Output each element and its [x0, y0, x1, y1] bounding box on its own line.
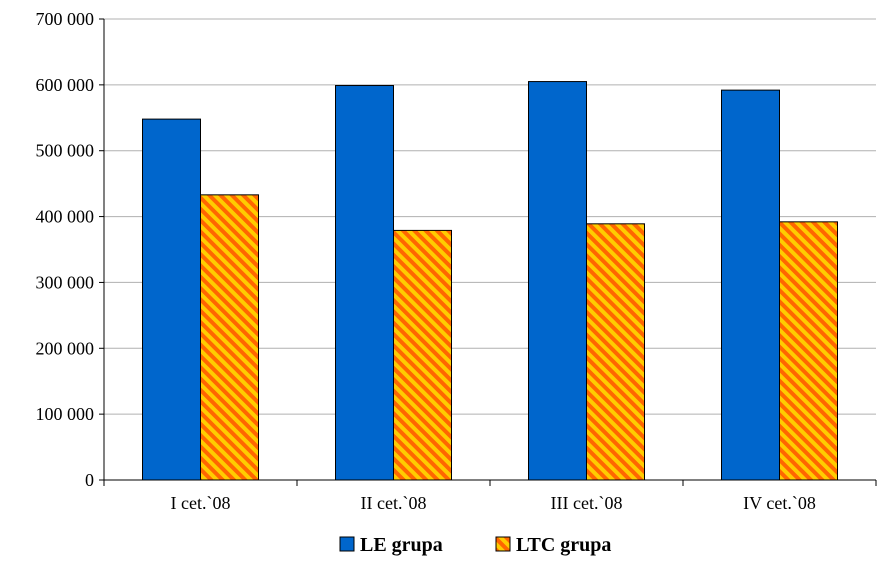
bar-ltc-grupa: [393, 229, 452, 481]
legend-label-le-grupa: LE grupa: [360, 534, 443, 556]
y-tick-label: 300 000: [36, 272, 95, 292]
y-tick-label: 400 000: [36, 207, 95, 227]
y-tick-label: 100 000: [36, 404, 95, 424]
bar-ltc-grupa: [586, 223, 645, 481]
bar-le-grupa: [335, 85, 394, 481]
legend-swatch-le-grupa: [339, 536, 355, 552]
bar-ltc-grupa: [779, 221, 838, 481]
legend: LE grupa LTC grupa: [339, 534, 611, 556]
x-tick-label: III cet.`08: [551, 493, 623, 513]
y-tick-labels: 0 100 000 200 000 300 000 400 000 500 000 600 …: [36, 9, 104, 490]
y-tick-label: 700 000: [36, 9, 95, 29]
x-tick-label: II cet.`08: [361, 493, 427, 513]
y-tick-label: 600 000: [36, 75, 95, 95]
bar-le-grupa: [528, 81, 587, 481]
y-tick-label: 0: [85, 470, 94, 490]
bar-le-grupa: [721, 89, 780, 481]
legend-label-ltc-grupa: LTC grupa: [516, 534, 611, 556]
bars: [142, 81, 838, 481]
bar-ltc-grupa: [200, 194, 259, 481]
x-tick-label: IV cet.`08: [743, 493, 816, 513]
x-tick-labels: I cet.`08 II cet.`08 III cet.`08 IV cet.`08: [103, 480, 877, 513]
bar-le-grupa: [142, 118, 201, 481]
legend-swatch-ltc-grupa: [495, 536, 511, 552]
y-tick-label: 200 000: [36, 338, 95, 358]
y-tick-label: 500 000: [36, 141, 95, 161]
x-tick-label: I cet.`08: [171, 493, 231, 513]
